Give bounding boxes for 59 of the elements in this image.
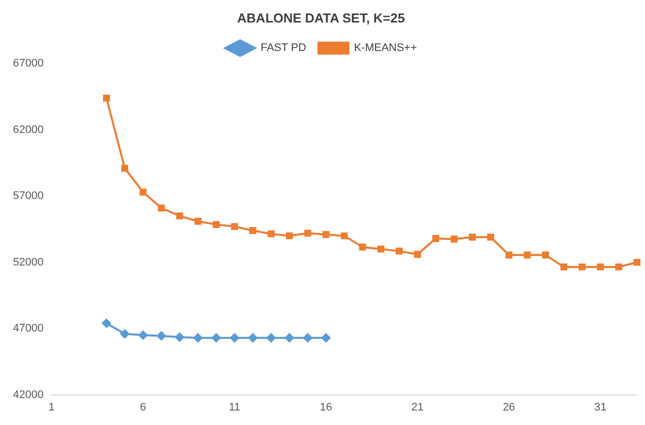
point (212, 333, 221, 342)
y-tick-label: 62000 (12, 124, 44, 136)
point (396, 248, 403, 255)
point (268, 230, 275, 238)
point (102, 94, 110, 102)
chart-title: ABALONE DATA SET, K=25 (237, 10, 405, 26)
point (414, 250, 421, 258)
y-tick-label: 47000 (12, 322, 44, 335)
x-tick-label: 31 (594, 401, 607, 414)
point (505, 252, 512, 259)
y-tick-label: 67000 (12, 58, 44, 70)
point (249, 227, 256, 234)
point (230, 333, 240, 342)
point (615, 263, 622, 270)
point (432, 235, 440, 242)
point (322, 231, 330, 238)
y-tick-label: 42000 (12, 388, 44, 401)
x-tick-label: 11 (228, 401, 240, 414)
x-tick-label: 21 (411, 401, 424, 414)
point (340, 232, 348, 240)
point (176, 212, 184, 220)
point (266, 333, 276, 342)
point (542, 252, 550, 259)
legend-label: FAST PD (260, 42, 306, 54)
point (120, 329, 130, 338)
point (102, 318, 111, 328)
point (468, 234, 476, 241)
point (284, 333, 294, 342)
point (634, 258, 640, 266)
point (121, 164, 128, 172)
point (140, 188, 147, 196)
point (560, 263, 568, 270)
legend-label: K-MEANS++ (354, 42, 417, 54)
point (138, 330, 148, 340)
x-tick-label: 26 (502, 401, 516, 414)
point (303, 333, 312, 342)
point (194, 218, 202, 225)
point (286, 232, 293, 240)
point (248, 333, 258, 342)
point (158, 204, 165, 212)
point (487, 234, 494, 241)
point (193, 333, 202, 342)
x-tick-label: 16 (320, 401, 332, 414)
point (175, 332, 184, 342)
point (377, 246, 384, 253)
point (231, 223, 238, 230)
point (578, 263, 586, 270)
point (156, 331, 166, 340)
y-tick-label: 57000 (12, 190, 44, 202)
point (304, 230, 312, 237)
point (596, 263, 604, 270)
x-tick-label: 1 (48, 401, 55, 414)
point (212, 221, 220, 228)
point (322, 333, 330, 342)
y-tick-label: 52000 (12, 256, 44, 268)
point (524, 252, 531, 259)
point (450, 236, 458, 243)
x-tick-label: 6 (140, 401, 146, 414)
point (359, 244, 366, 251)
